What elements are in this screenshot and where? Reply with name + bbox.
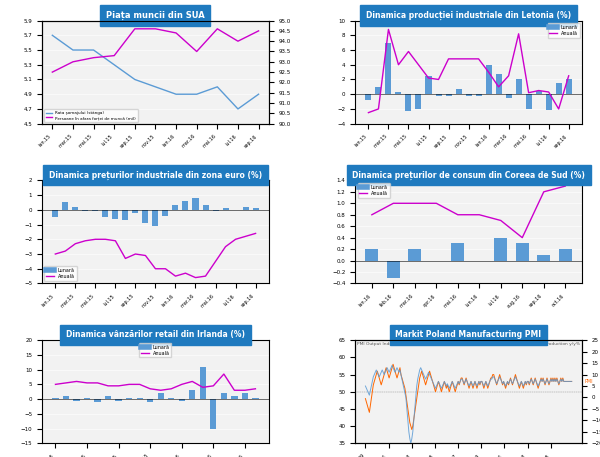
Bar (515, 80, 521, 94)
Bar (212, 210, 218, 211)
Bar (436, 94, 442, 96)
Bar (158, 393, 164, 399)
Bar (62, 202, 68, 210)
Bar (210, 399, 217, 429)
Text: MACRO NEWSLETTER 7 Noiembrie 2016: MACRO NEWSLETTER 7 Noiembrie 2016 (169, 3, 431, 16)
Bar (536, 90, 542, 94)
Bar (103, 210, 109, 217)
Legend: Lunară, Anuală: Lunară, Anuală (358, 183, 389, 198)
Bar (137, 398, 143, 399)
Bar (63, 396, 69, 399)
Bar (168, 398, 175, 399)
Bar (387, 260, 400, 278)
Bar (406, 94, 412, 111)
Title: Dinamica prețurilor de consum din Coreea de Sud (%): Dinamica prețurilor de consum din Coreea… (352, 170, 585, 180)
Bar (94, 399, 101, 402)
Bar (52, 210, 58, 217)
Bar (73, 399, 80, 401)
Bar (494, 238, 507, 260)
Bar (395, 92, 401, 94)
Bar (242, 207, 248, 210)
Title: Piața muncii din SUA: Piața muncii din SUA (106, 11, 205, 20)
Bar (538, 255, 550, 260)
Bar (203, 205, 209, 210)
Legend: Rata şomajului (stânga), Persoane în afara forței de muncă (mil): Rata şomajului (stânga), Persoane în afa… (44, 109, 138, 122)
Bar (179, 399, 185, 401)
Bar (52, 398, 59, 399)
Bar (446, 94, 452, 96)
Bar (84, 398, 90, 399)
Bar (365, 249, 379, 260)
Bar (409, 249, 421, 260)
Bar (451, 244, 464, 260)
Bar (193, 198, 199, 210)
Bar (516, 244, 529, 260)
Bar (152, 210, 158, 226)
Legend: Lunară, Anuală: Lunară, Anuală (139, 343, 172, 357)
Bar (182, 201, 188, 210)
Text: manufacturing production y/y%: manufacturing production y/y% (511, 342, 580, 346)
Title: Dinamica vânzărilor retail din Irlanda (%): Dinamica vânzărilor retail din Irlanda (… (66, 330, 245, 340)
Title: Dinamica prețurilor industriale din zona euro (%): Dinamica prețurilor industriale din zona… (49, 170, 262, 180)
Bar (82, 210, 88, 211)
Bar (231, 396, 238, 399)
Bar (466, 94, 472, 96)
Bar (253, 208, 259, 210)
Bar (376, 87, 382, 94)
Text: PMI Output Index, sa 50 = no change over month: PMI Output Index, sa 50 = no change over… (358, 342, 466, 346)
Bar (559, 249, 572, 260)
Bar (526, 94, 532, 109)
Bar (223, 208, 229, 210)
Text: PMI: PMI (584, 379, 593, 384)
Bar (415, 94, 421, 109)
Bar (221, 393, 227, 399)
Bar (496, 74, 502, 94)
Bar (485, 65, 491, 94)
Bar (172, 205, 178, 210)
Bar (105, 396, 111, 399)
Bar (252, 398, 259, 399)
Bar (385, 43, 391, 94)
Bar (142, 210, 148, 223)
Bar (476, 94, 482, 96)
Bar (566, 80, 572, 94)
Bar (115, 399, 122, 401)
Bar (455, 89, 461, 94)
Bar (73, 207, 79, 210)
Bar (365, 94, 371, 100)
Bar (200, 367, 206, 399)
Legend: Lunară, Anuală: Lunară, Anuală (44, 266, 77, 281)
Bar (189, 390, 196, 399)
Bar (242, 393, 248, 399)
Title: Markit Poland Manufacturing PMI: Markit Poland Manufacturing PMI (395, 330, 542, 340)
Bar (147, 399, 154, 402)
Bar (112, 210, 118, 218)
Bar (126, 398, 132, 399)
Title: Dinamica producției industriale din Letonia (%): Dinamica producției industriale din Leto… (366, 11, 571, 20)
Bar (122, 210, 128, 220)
Bar (556, 83, 562, 94)
Legend: Lunară, Anuală: Lunară, Anuală (548, 23, 580, 38)
Bar (425, 76, 431, 94)
Bar (506, 94, 512, 98)
Bar (92, 210, 98, 211)
Bar (133, 210, 139, 213)
Bar (545, 94, 551, 110)
Bar (163, 210, 169, 216)
